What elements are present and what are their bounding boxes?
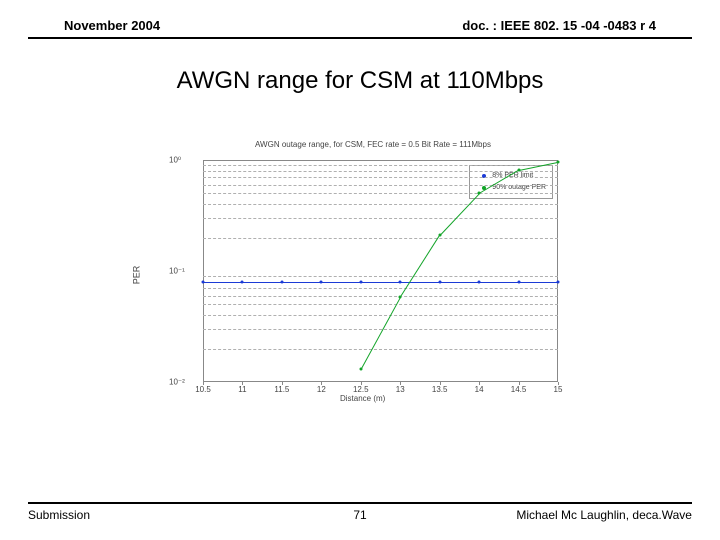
series-marker-outage-per bbox=[517, 169, 520, 172]
series-line-per-limit bbox=[479, 282, 518, 283]
x-tick bbox=[400, 382, 401, 385]
series-line-per-limit bbox=[361, 282, 400, 283]
gridline bbox=[203, 349, 558, 350]
legend-item-1: 8% PER limit bbox=[476, 170, 546, 182]
series-marker-per-limit bbox=[557, 280, 560, 283]
gridline bbox=[203, 304, 558, 305]
series-marker-outage-per bbox=[557, 160, 560, 163]
header-date: November 2004 bbox=[64, 18, 160, 33]
series-marker-per-limit bbox=[202, 280, 205, 283]
series-marker-per-limit bbox=[320, 280, 323, 283]
y-tick-label: 10⁻² bbox=[169, 378, 185, 387]
series-line-per-limit bbox=[242, 282, 281, 283]
gridline bbox=[203, 165, 558, 166]
series-marker-per-limit bbox=[280, 280, 283, 283]
footer-author: Michael Mc Laughlin, deca.Wave bbox=[471, 508, 692, 522]
gridline bbox=[203, 288, 558, 289]
series-line-per-limit bbox=[519, 282, 558, 283]
x-tick bbox=[361, 382, 362, 385]
x-tick-label: 13.5 bbox=[432, 385, 448, 394]
footer-left: Submission bbox=[28, 508, 249, 522]
series-marker-per-limit bbox=[241, 280, 244, 283]
series-line-per-limit bbox=[282, 282, 321, 283]
gridline bbox=[203, 329, 558, 330]
gridline bbox=[203, 218, 558, 219]
x-tick-label: 13 bbox=[396, 385, 405, 394]
y-axis-label: PER bbox=[131, 266, 141, 285]
series-marker-outage-per bbox=[399, 296, 402, 299]
series-marker-per-limit bbox=[359, 280, 362, 283]
chart-title: AWGN outage range, for CSM, FEC rate = 0… bbox=[255, 140, 491, 149]
gridline bbox=[203, 315, 558, 316]
slide-footer: Submission 71 Michael Mc Laughlin, deca.… bbox=[28, 502, 692, 522]
series-marker-outage-per bbox=[438, 234, 441, 237]
gridline bbox=[203, 276, 558, 277]
slide-title: AWGN range for CSM at 110Mbps bbox=[0, 67, 720, 95]
series-marker-per-limit bbox=[399, 280, 402, 283]
series-marker-per-limit bbox=[438, 280, 441, 283]
x-tick-label: 14 bbox=[475, 385, 484, 394]
header-doc-id: doc. : IEEE 802. 15 -04 -0483 r 4 bbox=[462, 18, 656, 33]
x-tick-label: 15 bbox=[554, 385, 563, 394]
x-axis-label: Distance (m) bbox=[340, 394, 385, 403]
series-line-per-limit bbox=[440, 282, 479, 283]
gridline bbox=[203, 296, 558, 297]
gridline bbox=[203, 193, 558, 194]
x-tick bbox=[558, 382, 559, 385]
gridline bbox=[203, 204, 558, 205]
series-marker-outage-per bbox=[478, 192, 481, 195]
series-marker-outage-per bbox=[359, 368, 362, 371]
x-tick bbox=[321, 382, 322, 385]
series-line-per-limit bbox=[400, 282, 439, 283]
gridline bbox=[203, 185, 558, 186]
y-tick-label: 10⁰ bbox=[169, 156, 181, 165]
x-tick-label: 12.5 bbox=[353, 385, 369, 394]
x-tick-label: 12 bbox=[317, 385, 326, 394]
series-marker-per-limit bbox=[517, 280, 520, 283]
x-tick bbox=[479, 382, 480, 385]
x-tick-label: 11.5 bbox=[274, 385, 289, 394]
x-tick-label: 10.5 bbox=[195, 385, 211, 394]
gridline bbox=[203, 238, 558, 239]
slide-header: November 2004 doc. : IEEE 802. 15 -04 -0… bbox=[28, 0, 692, 39]
x-tick bbox=[519, 382, 520, 385]
x-tick bbox=[440, 382, 441, 385]
x-tick-label: 14.5 bbox=[511, 385, 527, 394]
y-tick-label: 10⁻¹ bbox=[169, 267, 185, 276]
x-tick bbox=[242, 382, 243, 385]
series-line-per-limit bbox=[321, 282, 360, 283]
x-tick-label: 11 bbox=[238, 385, 246, 394]
series-line-per-limit bbox=[203, 282, 242, 283]
series-marker-per-limit bbox=[478, 280, 481, 283]
footer-page-number: 71 bbox=[249, 508, 470, 522]
x-tick bbox=[203, 382, 204, 385]
chart: AWGN outage range, for CSM, FEC rate = 0… bbox=[145, 140, 575, 430]
gridline bbox=[203, 171, 558, 172]
x-tick bbox=[282, 382, 283, 385]
